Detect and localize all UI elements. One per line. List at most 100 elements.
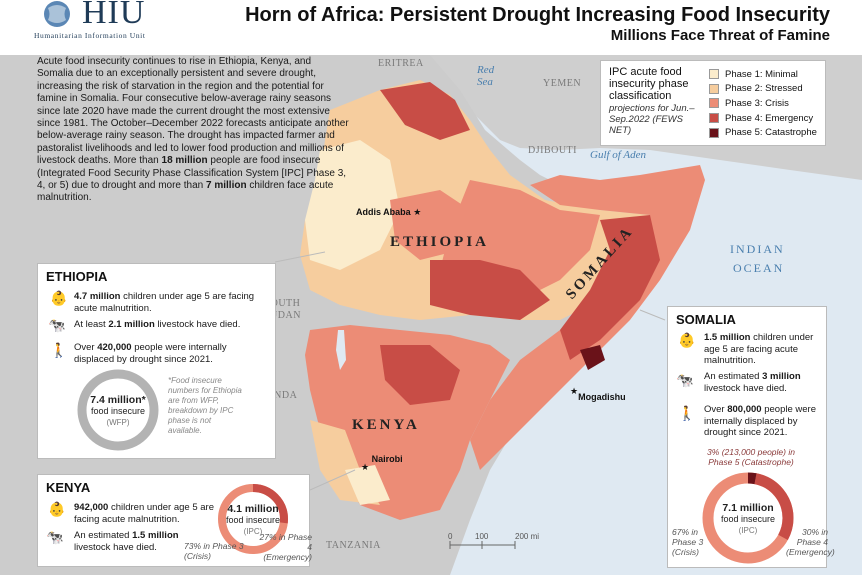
kenya-ring-phase4 <box>218 484 288 554</box>
ethiopia-phase3-central <box>390 190 470 260</box>
child-icon: 👶 <box>50 290 68 306</box>
kenya-phase4 <box>380 345 460 405</box>
stat-pre: At least <box>74 319 109 330</box>
intro-part3: children face acute malnutrition. <box>37 180 334 204</box>
ethiopia-phase4-south <box>430 260 550 320</box>
livestock-icon: 🐄 <box>676 372 694 388</box>
ring-source: (IPC) <box>738 526 758 535</box>
stat-pre: An estimated <box>74 530 133 541</box>
label-ethiopia: ETHIOPIA <box>390 234 490 250</box>
star-icon: ★ <box>413 207 422 217</box>
stat-bold: 1.5 million <box>704 332 751 343</box>
legend-title: IPC acute food insecurity phase classifi… <box>609 66 689 102</box>
stat-text: livestock have died. <box>704 382 787 394</box>
displaced-person-icon: 🚶 <box>678 405 696 421</box>
kenya-panel-title: KENYA <box>46 480 91 495</box>
stat-bold: 1.5 million <box>132 530 179 541</box>
ring-source: (WFP) <box>106 418 130 427</box>
logo-text: HIU <box>82 0 146 31</box>
legend-item-phase5: Phase 5: Catastrophe <box>709 125 817 140</box>
scale-100: 100 <box>475 532 489 541</box>
hiu-logo: HIU Humanitarian Information Unit <box>34 0 184 40</box>
ethiopia-stat-livestock: At least 2.1 million livestock have died… <box>74 319 269 331</box>
stat-text: children under age 5 are facing acute ma… <box>74 291 255 314</box>
ethiopia-panel-title: ETHIOPIA <box>46 269 108 284</box>
intro-part1: Acute food insecurity continues to rise … <box>37 56 349 167</box>
somalia-phase3-note: 67% in Phase 3 (Crisis) <box>672 527 704 557</box>
ethiopia-stat-displaced: Over 420,000 people were internally disp… <box>74 342 269 365</box>
kenya-ring <box>218 484 288 554</box>
ring-value: 4.1 million <box>227 503 279 515</box>
city-mogadishu: ★Mogadishu <box>570 386 626 402</box>
intro-part2: people are food insecure (Integrated Foo… <box>37 155 347 192</box>
kenya-stat-malnutrition: 942,000 children under age 5 are facing … <box>74 502 214 525</box>
label-south-sudan: SOUTH SUDAN <box>264 298 301 321</box>
legend-label: Phase 4: Emergency <box>725 112 814 124</box>
ethiopia-phase1 <box>305 140 400 270</box>
scale-0: 0 <box>448 532 453 541</box>
stat-bold: 3 million <box>762 371 801 382</box>
kenya-panel: KENYA 👶 942,000 children under age 5 are… <box>37 474 312 567</box>
legend-note: projections for Jun.–Sep.2022 (FEWS NET) <box>609 103 695 136</box>
globe-icon <box>44 1 70 27</box>
legend-label: Phase 1: Minimal <box>725 68 798 80</box>
star-icon: ★ <box>570 386 579 396</box>
child-icon: 👶 <box>678 332 696 348</box>
stat-bold: 420,000 <box>97 342 132 353</box>
somalia-panel: SOMALIA 👶 1.5 million children under age… <box>667 306 835 568</box>
ring-label: food insecure <box>225 515 281 525</box>
legend-swatch <box>709 127 719 138</box>
legend-label: Phase 2: Stressed <box>725 83 803 95</box>
label-gulf-of-aden: Gulf of Aden <box>590 149 647 161</box>
page-title: Horn of Africa: Persistent Drought Incre… <box>245 4 830 26</box>
legend-item-phase4: Phase 4: Emergency <box>709 111 817 126</box>
somalia-stat-displaced: Over 800,000 people were internally disp… <box>704 404 822 439</box>
ethiopia-footnote: *Food insecure numbers for Ethiopia are … <box>168 376 242 435</box>
legend-item-phase2: Phase 2: Stressed <box>709 82 817 97</box>
legend-items: Phase 1: Minimal Phase 2: Stressed Phase… <box>709 67 817 140</box>
label-indian: INDIAN <box>730 242 785 256</box>
ethiopia-stat-malnutrition: 4.7 million children under age 5 are fac… <box>74 291 269 314</box>
label-ocean: OCEAN <box>733 261 785 275</box>
stat-text: livestock have died. <box>154 319 241 330</box>
kenya-callout-line <box>309 469 356 491</box>
somalia-ring-phase4 <box>702 472 794 564</box>
city-label: Nairobi <box>371 454 403 464</box>
legend-label: Phase 3: Crisis <box>725 97 789 109</box>
stat-bold: 942,000 <box>74 502 109 513</box>
label-djibouti: DJIBOUTI <box>528 145 577 156</box>
somalia-ring-phase5 <box>702 472 794 564</box>
somalia-phase4 <box>560 215 660 360</box>
stat-text: children under age 5 are facing acute ma… <box>704 332 814 366</box>
somalia-panel-title: SOMALIA <box>676 312 736 327</box>
somalia-stat-malnutrition: 1.5 million children under age 5 are fac… <box>704 332 822 367</box>
logo-subtitle: Humanitarian Information Unit <box>34 31 146 40</box>
label-eritrea: ERITREA <box>378 58 424 69</box>
stat-pre: Over <box>74 342 98 353</box>
stat-pre: An estimated <box>704 371 763 382</box>
ring-value: 7.4 million* <box>90 394 146 406</box>
intro-bold2: 7 million <box>206 180 247 192</box>
ethiopia-panel: ETHIOPIA 👶 4.7 million children under ag… <box>37 263 276 459</box>
ethiopia-callout-line <box>274 251 326 263</box>
label-kenya: KENYA <box>352 417 420 433</box>
legend-label: Phase 5: Catastrophe <box>725 127 817 139</box>
ipc-legend: IPC acute food insecurity phase classifi… <box>600 60 826 146</box>
somalia-ring <box>702 472 794 564</box>
legend-item-phase3: Phase 3: Crisis <box>709 96 817 111</box>
livestock-icon: 🐄 <box>48 317 66 333</box>
city-addis-ababa: Addis Ababa ★ <box>356 207 421 218</box>
child-icon: 👶 <box>48 501 66 517</box>
stat-text: people were internally displaced by drou… <box>74 342 227 365</box>
stat-text: people were internally displaced by drou… <box>704 404 816 438</box>
kenya-phase1 <box>345 465 390 505</box>
legend-swatch <box>709 113 719 124</box>
city-nairobi: ★ Nairobi <box>361 454 403 473</box>
scale-200: 200 mi <box>515 532 540 541</box>
kenya-phase3-note: 73% in Phase 3 (Crisis) <box>184 541 244 561</box>
somalia-phase4-note: 30% in Phase 4 (Emergency) <box>786 527 835 557</box>
stat-bold: 800,000 <box>727 404 762 415</box>
intro-paragraph: Acute food insecurity continues to rise … <box>37 56 349 205</box>
intro-bold1: 18 million <box>161 155 208 167</box>
legend-item-phase1: Phase 1: Minimal <box>709 67 817 82</box>
